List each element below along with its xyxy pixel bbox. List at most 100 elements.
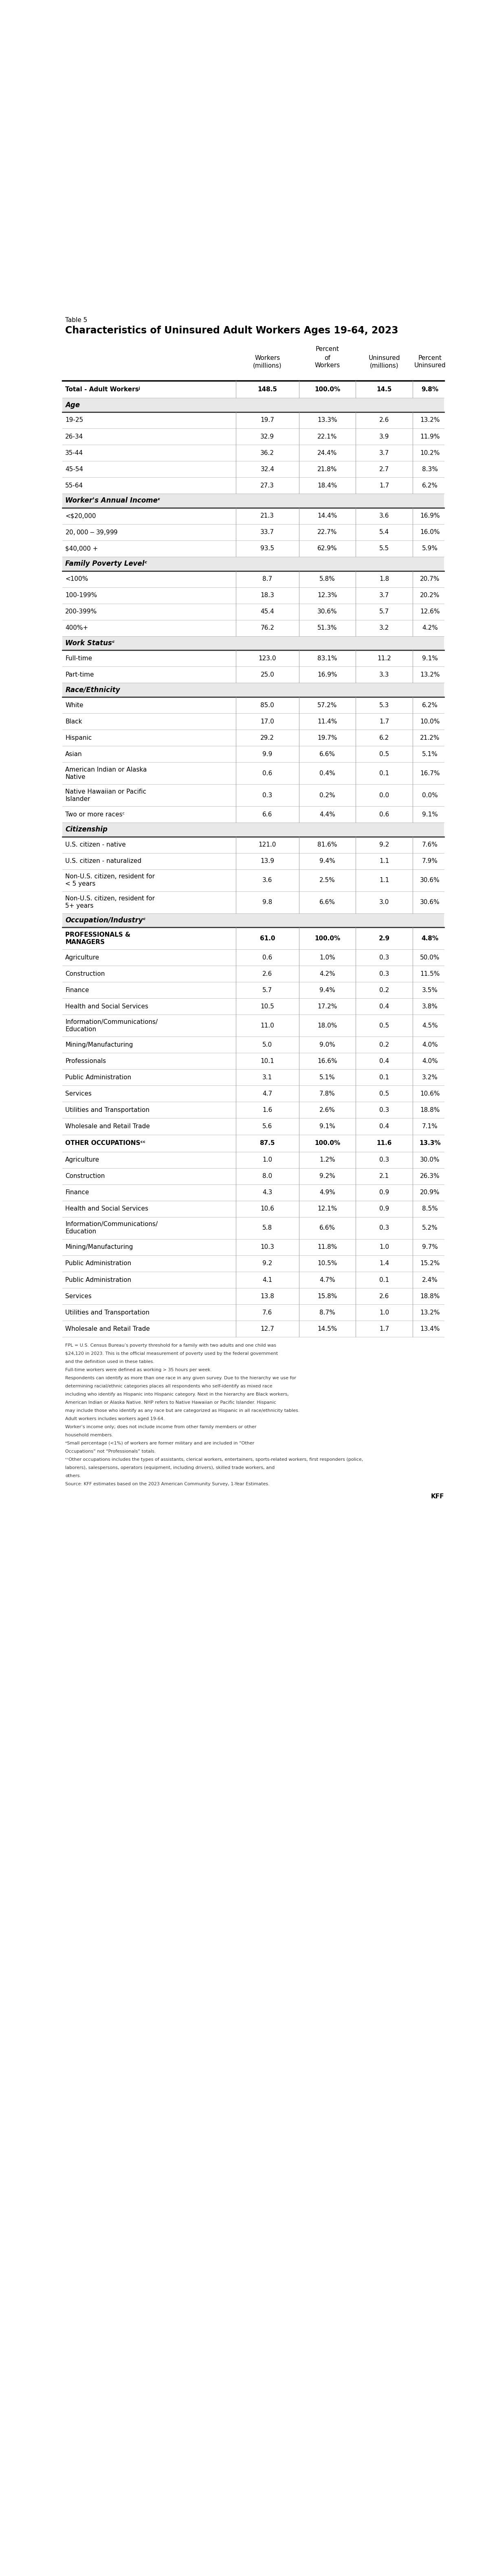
Text: 4.1: 4.1 (262, 1278, 272, 1283)
Text: 0.6: 0.6 (262, 770, 272, 775)
Text: Agriculture: Agriculture (65, 956, 99, 961)
Text: 1.0%: 1.0% (320, 956, 335, 961)
Text: 30.0%: 30.0% (420, 1157, 440, 1162)
Text: 11.5%: 11.5% (420, 971, 440, 976)
Text: 9.0%: 9.0% (320, 1041, 335, 1048)
Text: 3.7: 3.7 (379, 451, 389, 456)
Text: 9.1%: 9.1% (422, 811, 438, 817)
Text: 83.1%: 83.1% (318, 654, 337, 662)
Text: 14.5: 14.5 (377, 386, 392, 392)
Text: 1.7: 1.7 (379, 1327, 389, 1332)
Text: household members.: household members. (65, 1432, 113, 1437)
Text: 19.7%: 19.7% (318, 734, 337, 742)
Text: Public Administration: Public Administration (65, 1278, 131, 1283)
Text: Occupations” not “Professionals” totals.: Occupations” not “Professionals” totals. (65, 1450, 156, 1453)
Text: 21.2%: 21.2% (420, 734, 440, 742)
Text: U.S. citizen - naturalized: U.S. citizen - naturalized (65, 858, 142, 863)
Text: 9.2: 9.2 (379, 842, 389, 848)
Text: Mining/Manufacturing: Mining/Manufacturing (65, 1041, 133, 1048)
Text: Uninsured
(millions): Uninsured (millions) (368, 355, 400, 368)
Bar (62, 556, 444, 572)
Text: 61.0: 61.0 (260, 935, 275, 940)
Text: 9.9: 9.9 (262, 752, 272, 757)
Text: 51.3%: 51.3% (318, 626, 337, 631)
Text: 0.0%: 0.0% (422, 793, 438, 799)
Text: 26-34: 26-34 (65, 433, 83, 440)
Text: 26.3%: 26.3% (420, 1172, 440, 1180)
Text: 18.8%: 18.8% (420, 1293, 440, 1298)
Text: 5.6: 5.6 (262, 1123, 272, 1128)
Text: 25.0: 25.0 (260, 672, 274, 677)
Text: 0.6: 0.6 (262, 956, 272, 961)
Text: 0.4: 0.4 (379, 1123, 389, 1128)
Text: 7.1%: 7.1% (422, 1123, 438, 1128)
Text: 6.2%: 6.2% (422, 482, 438, 489)
Text: 0.2: 0.2 (379, 1041, 389, 1048)
Text: 8.7: 8.7 (262, 577, 272, 582)
Text: Citizenship: Citizenship (65, 827, 107, 832)
Text: 10.5%: 10.5% (318, 1260, 337, 1267)
Text: 7.6: 7.6 (262, 1309, 272, 1316)
Text: Public Administration: Public Administration (65, 1260, 131, 1267)
Text: Table 5: Table 5 (65, 317, 87, 322)
Text: 3.1: 3.1 (262, 1074, 272, 1079)
Text: Native Hawaiian or Pacific
Islander: Native Hawaiian or Pacific Islander (65, 788, 146, 801)
Text: 5.3: 5.3 (379, 703, 389, 708)
Text: Information/Communications/
Education: Information/Communications/ Education (65, 1020, 158, 1033)
Text: 6.6%: 6.6% (320, 1226, 335, 1231)
Text: 0.0: 0.0 (379, 793, 389, 799)
Text: 11.0: 11.0 (260, 1023, 274, 1028)
Text: Workers
(millions): Workers (millions) (253, 355, 282, 368)
Text: Black: Black (65, 719, 82, 724)
Text: 12.7: 12.7 (260, 1327, 274, 1332)
Text: 400%+: 400%+ (65, 626, 88, 631)
Text: 21.3: 21.3 (260, 513, 274, 518)
Text: 35-44: 35-44 (65, 451, 83, 456)
Text: U.S. citizen - native: U.S. citizen - native (65, 842, 126, 848)
Text: 18.0%: 18.0% (318, 1023, 337, 1028)
Text: Part-time: Part-time (65, 672, 94, 677)
Text: Construction: Construction (65, 1172, 105, 1180)
Text: 0.5: 0.5 (379, 752, 389, 757)
Text: 1.1: 1.1 (379, 878, 389, 884)
Text: 16.0%: 16.0% (420, 528, 440, 536)
Text: 9.4%: 9.4% (320, 858, 335, 863)
Text: 2.6: 2.6 (379, 417, 389, 422)
Text: 9.8%: 9.8% (421, 386, 438, 392)
Text: 2.4%: 2.4% (422, 1278, 438, 1283)
Text: $24,120 in 2023. This is the official measurement of poverty used by the federal: $24,120 in 2023. This is the official me… (65, 1352, 278, 1355)
Text: 18.4%: 18.4% (318, 482, 337, 489)
Text: ᶜᶜOther occupations includes the types of assistants, clerical workers, entertai: ᶜᶜOther occupations includes the types o… (65, 1458, 363, 1461)
Text: 6.2: 6.2 (379, 734, 389, 742)
Text: Finance: Finance (65, 987, 89, 994)
Bar (62, 822, 444, 837)
Text: 100-199%: 100-199% (65, 592, 97, 598)
Text: Information/Communications/
Education: Information/Communications/ Education (65, 1221, 158, 1234)
Text: 9.8: 9.8 (262, 899, 272, 904)
Text: Mining/Manufacturing: Mining/Manufacturing (65, 1244, 133, 1249)
Text: 13.3%: 13.3% (419, 1141, 441, 1146)
Text: Health and Social Services: Health and Social Services (65, 1206, 149, 1211)
Text: 62.9%: 62.9% (318, 546, 337, 551)
Text: Respondents can identify as more than one race in any given survey. Due to the h: Respondents can identify as more than on… (65, 1376, 296, 1381)
Text: 16.9%: 16.9% (318, 672, 337, 677)
Text: 13.4%: 13.4% (420, 1327, 440, 1332)
Text: 10.3: 10.3 (260, 1244, 274, 1249)
Text: 1.7: 1.7 (379, 482, 389, 489)
Text: Non-U.S. citizen, resident for
5+ years: Non-U.S. citizen, resident for 5+ years (65, 896, 155, 909)
Text: KFF: KFF (431, 1494, 444, 1499)
Text: 32.9: 32.9 (260, 433, 274, 440)
Text: Agriculture: Agriculture (65, 1157, 99, 1162)
Text: 76.2: 76.2 (260, 626, 274, 631)
Text: 14.4%: 14.4% (318, 513, 337, 518)
Text: others.: others. (65, 1473, 81, 1479)
Text: 11.4%: 11.4% (318, 719, 337, 724)
Text: OTHER OCCUPATIONSᶜᶜ: OTHER OCCUPATIONSᶜᶜ (65, 1141, 146, 1146)
Text: 11.6: 11.6 (377, 1141, 392, 1146)
Text: 13.2%: 13.2% (420, 417, 440, 422)
Text: 4.0%: 4.0% (422, 1059, 438, 1064)
Text: $20,000 - $39,999: $20,000 - $39,999 (65, 528, 118, 536)
Text: 1.0: 1.0 (379, 1309, 389, 1316)
Text: Wholesale and Retail Trade: Wholesale and Retail Trade (65, 1327, 150, 1332)
Text: 1.2%: 1.2% (320, 1157, 335, 1162)
